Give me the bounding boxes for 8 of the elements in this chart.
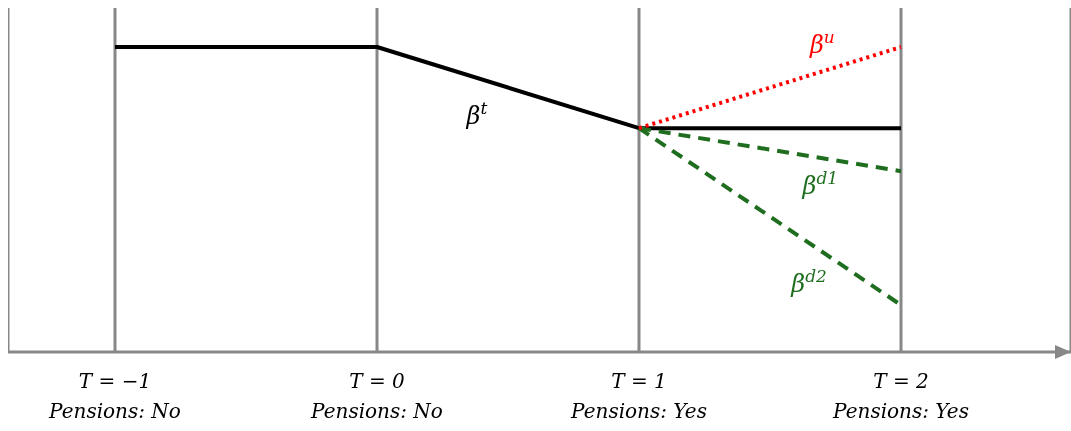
- x-tick-label: T = −1 Pensions: No: [48, 369, 181, 423]
- x-tick-label: T = 1 Pensions: Yes: [570, 369, 707, 423]
- series-label: β$^{t}$: [465, 97, 488, 130]
- series-label: β$^{u}$: [808, 27, 835, 60]
- x-tick-label: T = 2 Pensions: Yes: [832, 369, 969, 423]
- series-label: β$^{d1}$: [801, 168, 839, 201]
- series-label: β$^{d2}$: [790, 266, 827, 299]
- x-tick-label: T = 0 Pensions: No: [310, 369, 443, 423]
